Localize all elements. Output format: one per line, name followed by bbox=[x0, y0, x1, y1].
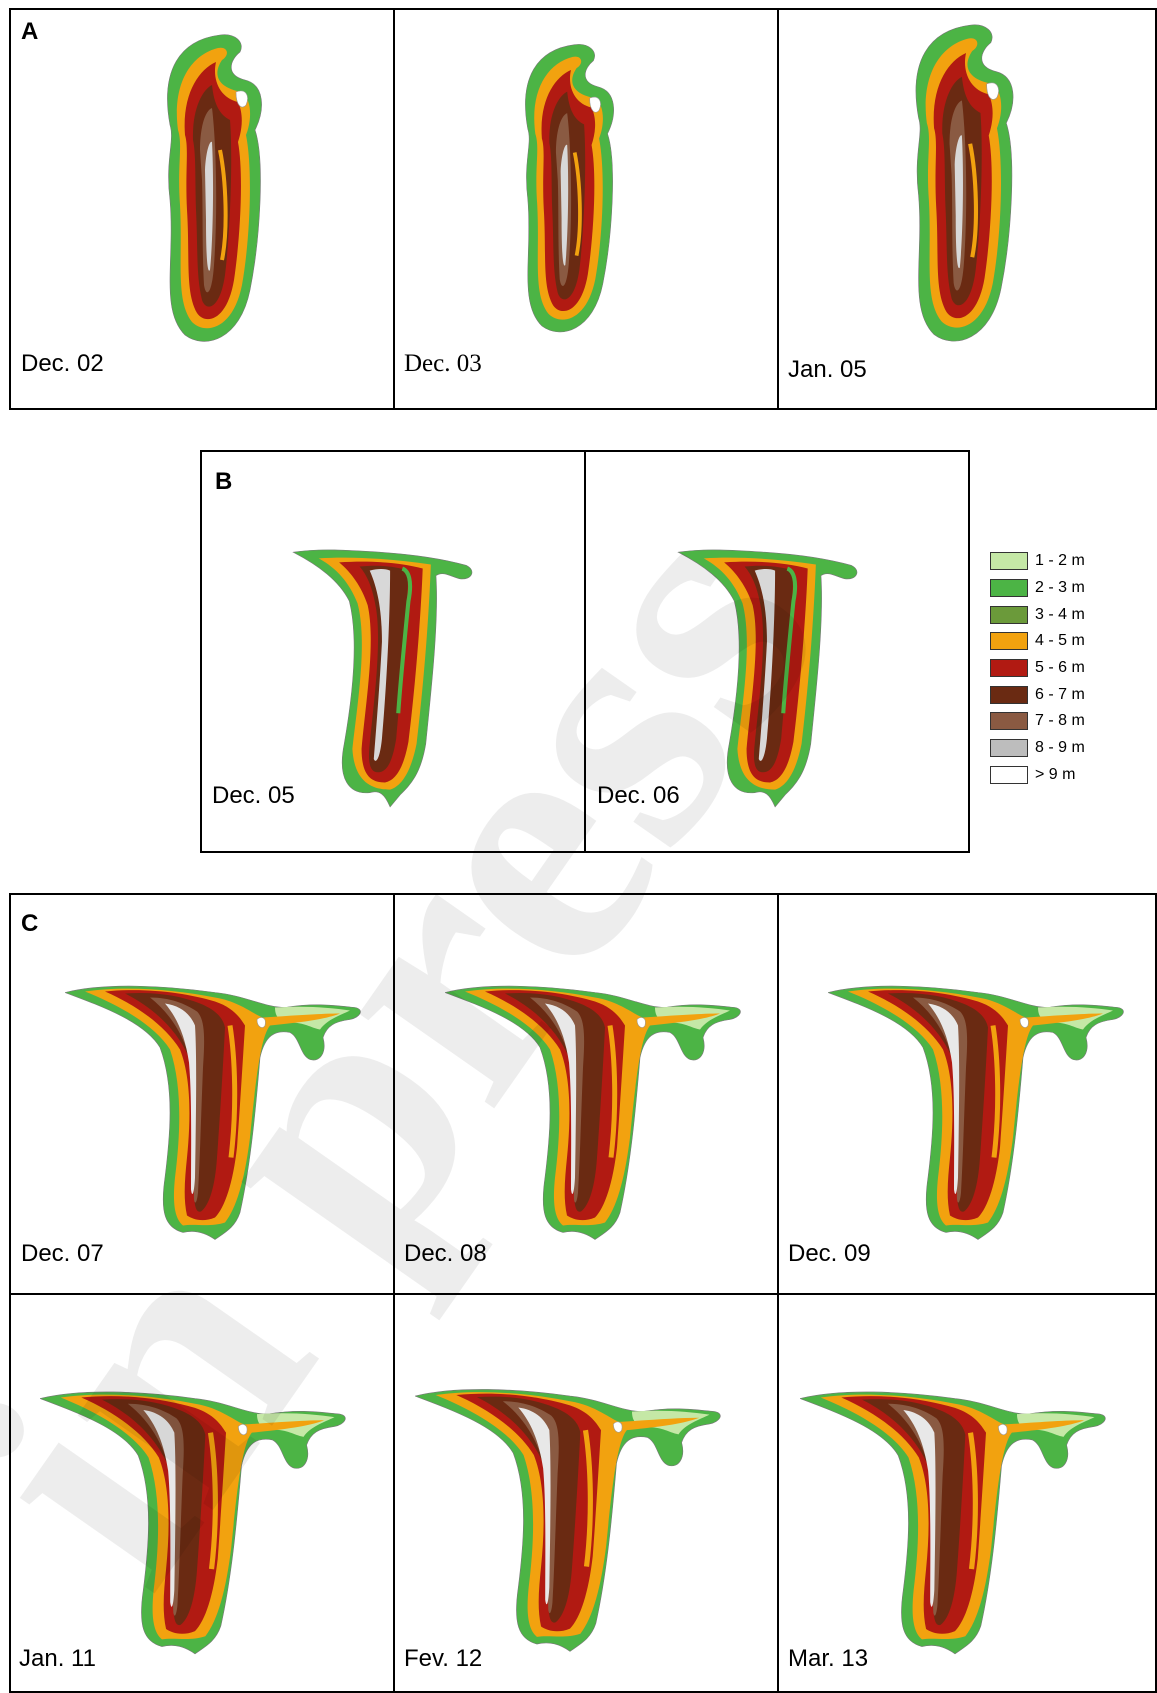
bathymetry-map bbox=[800, 1375, 1110, 1665]
bathymetry-map bbox=[828, 975, 1128, 1245]
legend-swatch bbox=[990, 685, 1028, 704]
legend-swatch bbox=[990, 712, 1028, 731]
legend-label: 4 - 5 m bbox=[1035, 632, 1085, 650]
map-date-label: Dec. 03 bbox=[404, 350, 482, 377]
bathymetry-map bbox=[670, 540, 870, 810]
panel-c-label: C bbox=[21, 910, 39, 937]
map-date-label: Jan. 05 bbox=[788, 356, 867, 383]
bathymetry-map bbox=[285, 540, 485, 810]
legend-swatch bbox=[990, 605, 1028, 624]
legend-item: 3 - 4 m bbox=[990, 601, 1085, 628]
panel-a-label: A bbox=[21, 18, 39, 45]
legend-swatch bbox=[990, 552, 1028, 571]
bathymetry-map bbox=[415, 1375, 725, 1660]
map-date-label: Dec. 05 bbox=[212, 782, 295, 809]
map-date-label: Dec. 07 bbox=[21, 1240, 104, 1267]
bathymetry-map bbox=[65, 975, 365, 1245]
legend-swatch bbox=[990, 632, 1028, 651]
legend-item: 6 - 7 m bbox=[990, 681, 1085, 708]
legend-item: > 9 m bbox=[990, 762, 1085, 789]
legend-item: 2 - 3 m bbox=[990, 575, 1085, 602]
legend-label: 5 - 6 m bbox=[1035, 659, 1085, 677]
legend-label: 8 - 9 m bbox=[1035, 739, 1085, 757]
legend-label: 7 - 8 m bbox=[1035, 712, 1085, 730]
map-date-label: Fev. 12 bbox=[404, 1645, 483, 1672]
panel-a-divider-2 bbox=[777, 8, 779, 410]
depth-legend: 1 - 2 m 2 - 3 m 3 - 4 m 4 - 5 m 5 - 6 m … bbox=[990, 548, 1085, 788]
legend-label: 6 - 7 m bbox=[1035, 685, 1085, 703]
legend-item: 1 - 2 m bbox=[990, 548, 1085, 575]
map-date-label: Dec. 06 bbox=[597, 782, 680, 809]
legend-label: 3 - 4 m bbox=[1035, 605, 1085, 623]
bathymetry-map bbox=[445, 975, 745, 1245]
panel-b-divider bbox=[584, 450, 586, 853]
legend-swatch bbox=[990, 579, 1028, 598]
map-date-label: Dec. 09 bbox=[788, 1240, 871, 1267]
panel-b-label: B bbox=[215, 468, 233, 495]
legend-label: 2 - 3 m bbox=[1035, 579, 1085, 597]
bathymetry-map bbox=[40, 1375, 350, 1665]
bathymetry-map bbox=[165, 32, 264, 344]
legend-item: 4 - 5 m bbox=[990, 628, 1085, 655]
bathymetry-map bbox=[523, 42, 616, 334]
legend-swatch bbox=[990, 659, 1028, 678]
map-date-label: Mar. 13 bbox=[788, 1645, 869, 1672]
legend-swatch bbox=[990, 765, 1028, 784]
legend-label: 1 - 2 m bbox=[1035, 552, 1085, 570]
map-date-label: Dec. 08 bbox=[404, 1240, 487, 1267]
legend-item: 8 - 9 m bbox=[990, 735, 1085, 762]
legend-item: 5 - 6 m bbox=[990, 655, 1085, 682]
bathymetry-map bbox=[895, 20, 1035, 350]
legend-swatch bbox=[990, 739, 1028, 758]
legend-item: 7 - 8 m bbox=[990, 708, 1085, 735]
map-date-label: Dec. 02 bbox=[21, 350, 104, 377]
panel-c-row-divider bbox=[9, 1293, 1157, 1295]
map-date-label: Jan. 11 bbox=[19, 1645, 96, 1672]
panel-a-frame bbox=[9, 8, 1157, 410]
legend-label: > 9 m bbox=[1035, 765, 1076, 783]
panel-a-divider-1 bbox=[393, 8, 395, 410]
